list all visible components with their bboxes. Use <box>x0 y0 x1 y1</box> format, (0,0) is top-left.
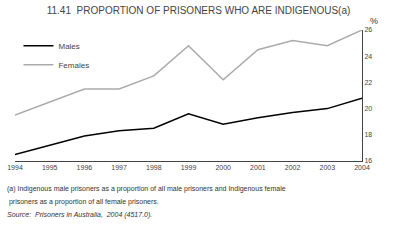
svg-text:2004: 2004 <box>354 164 370 171</box>
svg-text:22: 22 <box>364 79 372 86</box>
svg-text:2001: 2001 <box>250 164 266 171</box>
svg-text:2000: 2000 <box>215 164 231 171</box>
svg-text:%: % <box>370 16 378 26</box>
svg-text:26: 26 <box>364 26 372 33</box>
svg-text:Males: Males <box>58 42 79 51</box>
svg-text:18: 18 <box>364 131 372 138</box>
svg-text:Source: Prisoners in Australi: Source: Prisoners in Australia, 2004 (45… <box>7 211 152 219</box>
svg-text:2003: 2003 <box>320 164 336 171</box>
svg-text:1997: 1997 <box>111 164 127 171</box>
svg-text:Females: Females <box>58 61 89 70</box>
svg-text:1999: 1999 <box>181 164 197 171</box>
svg-text:1994: 1994 <box>7 164 23 171</box>
svg-text:1996: 1996 <box>77 164 93 171</box>
svg-text:(a) Indigenous male prisoners: (a) Indigenous male prisoners as a propo… <box>7 185 286 193</box>
svg-text:2002: 2002 <box>285 164 301 171</box>
svg-text:1995: 1995 <box>42 164 58 171</box>
svg-text:prisoners as a proportion of a: prisoners as a proportion of all female … <box>7 198 159 206</box>
svg-text:1998: 1998 <box>146 164 162 171</box>
svg-text:20: 20 <box>364 105 372 112</box>
svg-text:16: 16 <box>364 157 372 164</box>
svg-text:11.41 PROPORTION OF PRISONERS: 11.41 PROPORTION OF PRISONERS WHO ARE IN… <box>47 5 351 16</box>
svg-text:24: 24 <box>364 53 372 60</box>
